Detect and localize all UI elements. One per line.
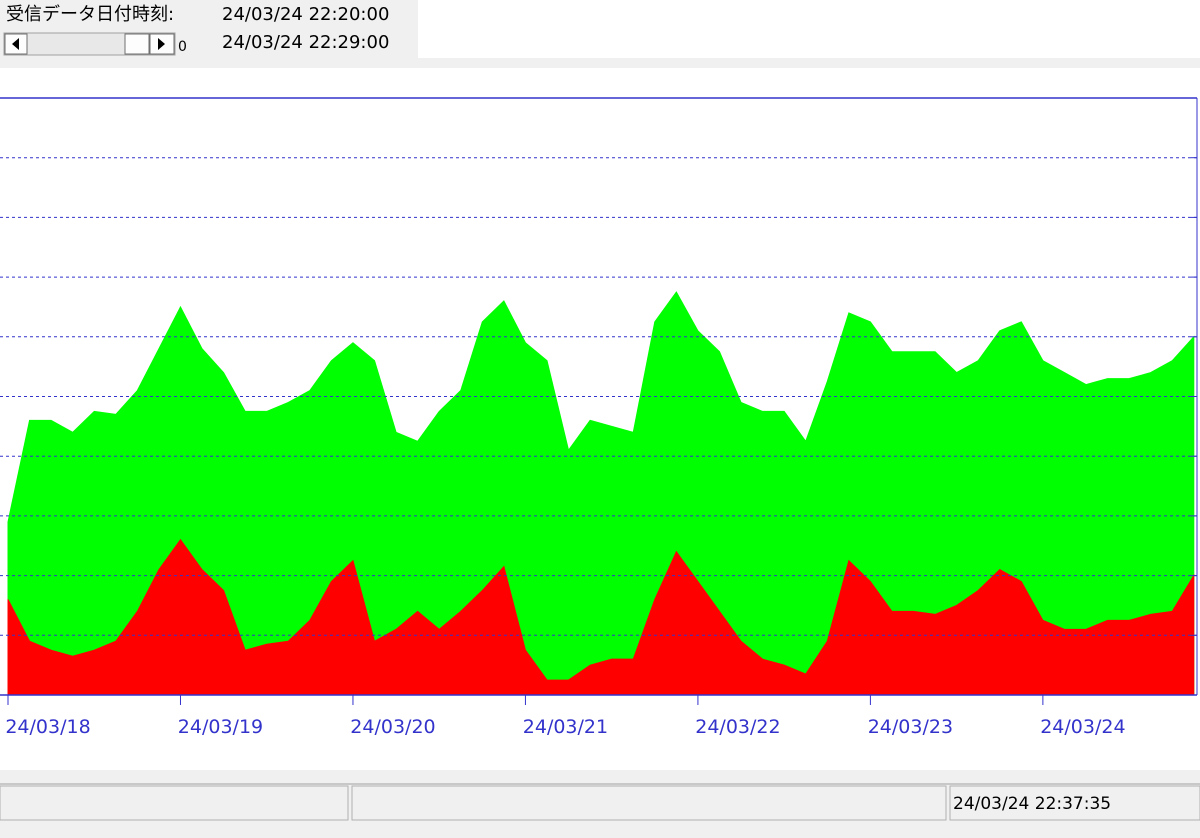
status-bar: [0, 778, 1200, 834]
scroll-value: 0: [178, 39, 187, 55]
header-label: 受信データ日付時刻:: [6, 4, 174, 25]
x-tick-label: 24/03/23: [868, 716, 953, 738]
x-tick-label: 24/03/20: [350, 716, 435, 738]
plot: 24/03/18 24/03/19 24/03/20 24/03/21 24/03/22…: [0, 97, 1198, 738]
arrow-left: [12, 38, 19, 50]
status-panel: [0, 785, 349, 821]
scrollbar[interactable]: [3, 32, 176, 56]
status-time: 24/03/24 22:37:35: [953, 794, 1111, 814]
status-panel: [949, 785, 1200, 821]
status-panel: [351, 785, 947, 821]
scroll-thumb[interactable]: [124, 33, 150, 55]
x-tick-label: 24/03/18: [5, 716, 90, 738]
area: [7, 291, 1195, 696]
x-tick-label: 24/03/22: [695, 716, 780, 738]
x-tick-label: 24/03/21: [523, 716, 608, 738]
to-time: 24/03/24 22:29:00: [222, 32, 389, 53]
area: [7, 538, 1195, 696]
x-tick-label: 24/03/19: [178, 716, 263, 738]
arrow-right: [158, 38, 165, 50]
x-tick-label: 24/03/24: [1040, 716, 1125, 738]
from-time: 24/03/24 22:20:00: [222, 4, 389, 25]
header-panel: [418, 0, 1200, 58]
